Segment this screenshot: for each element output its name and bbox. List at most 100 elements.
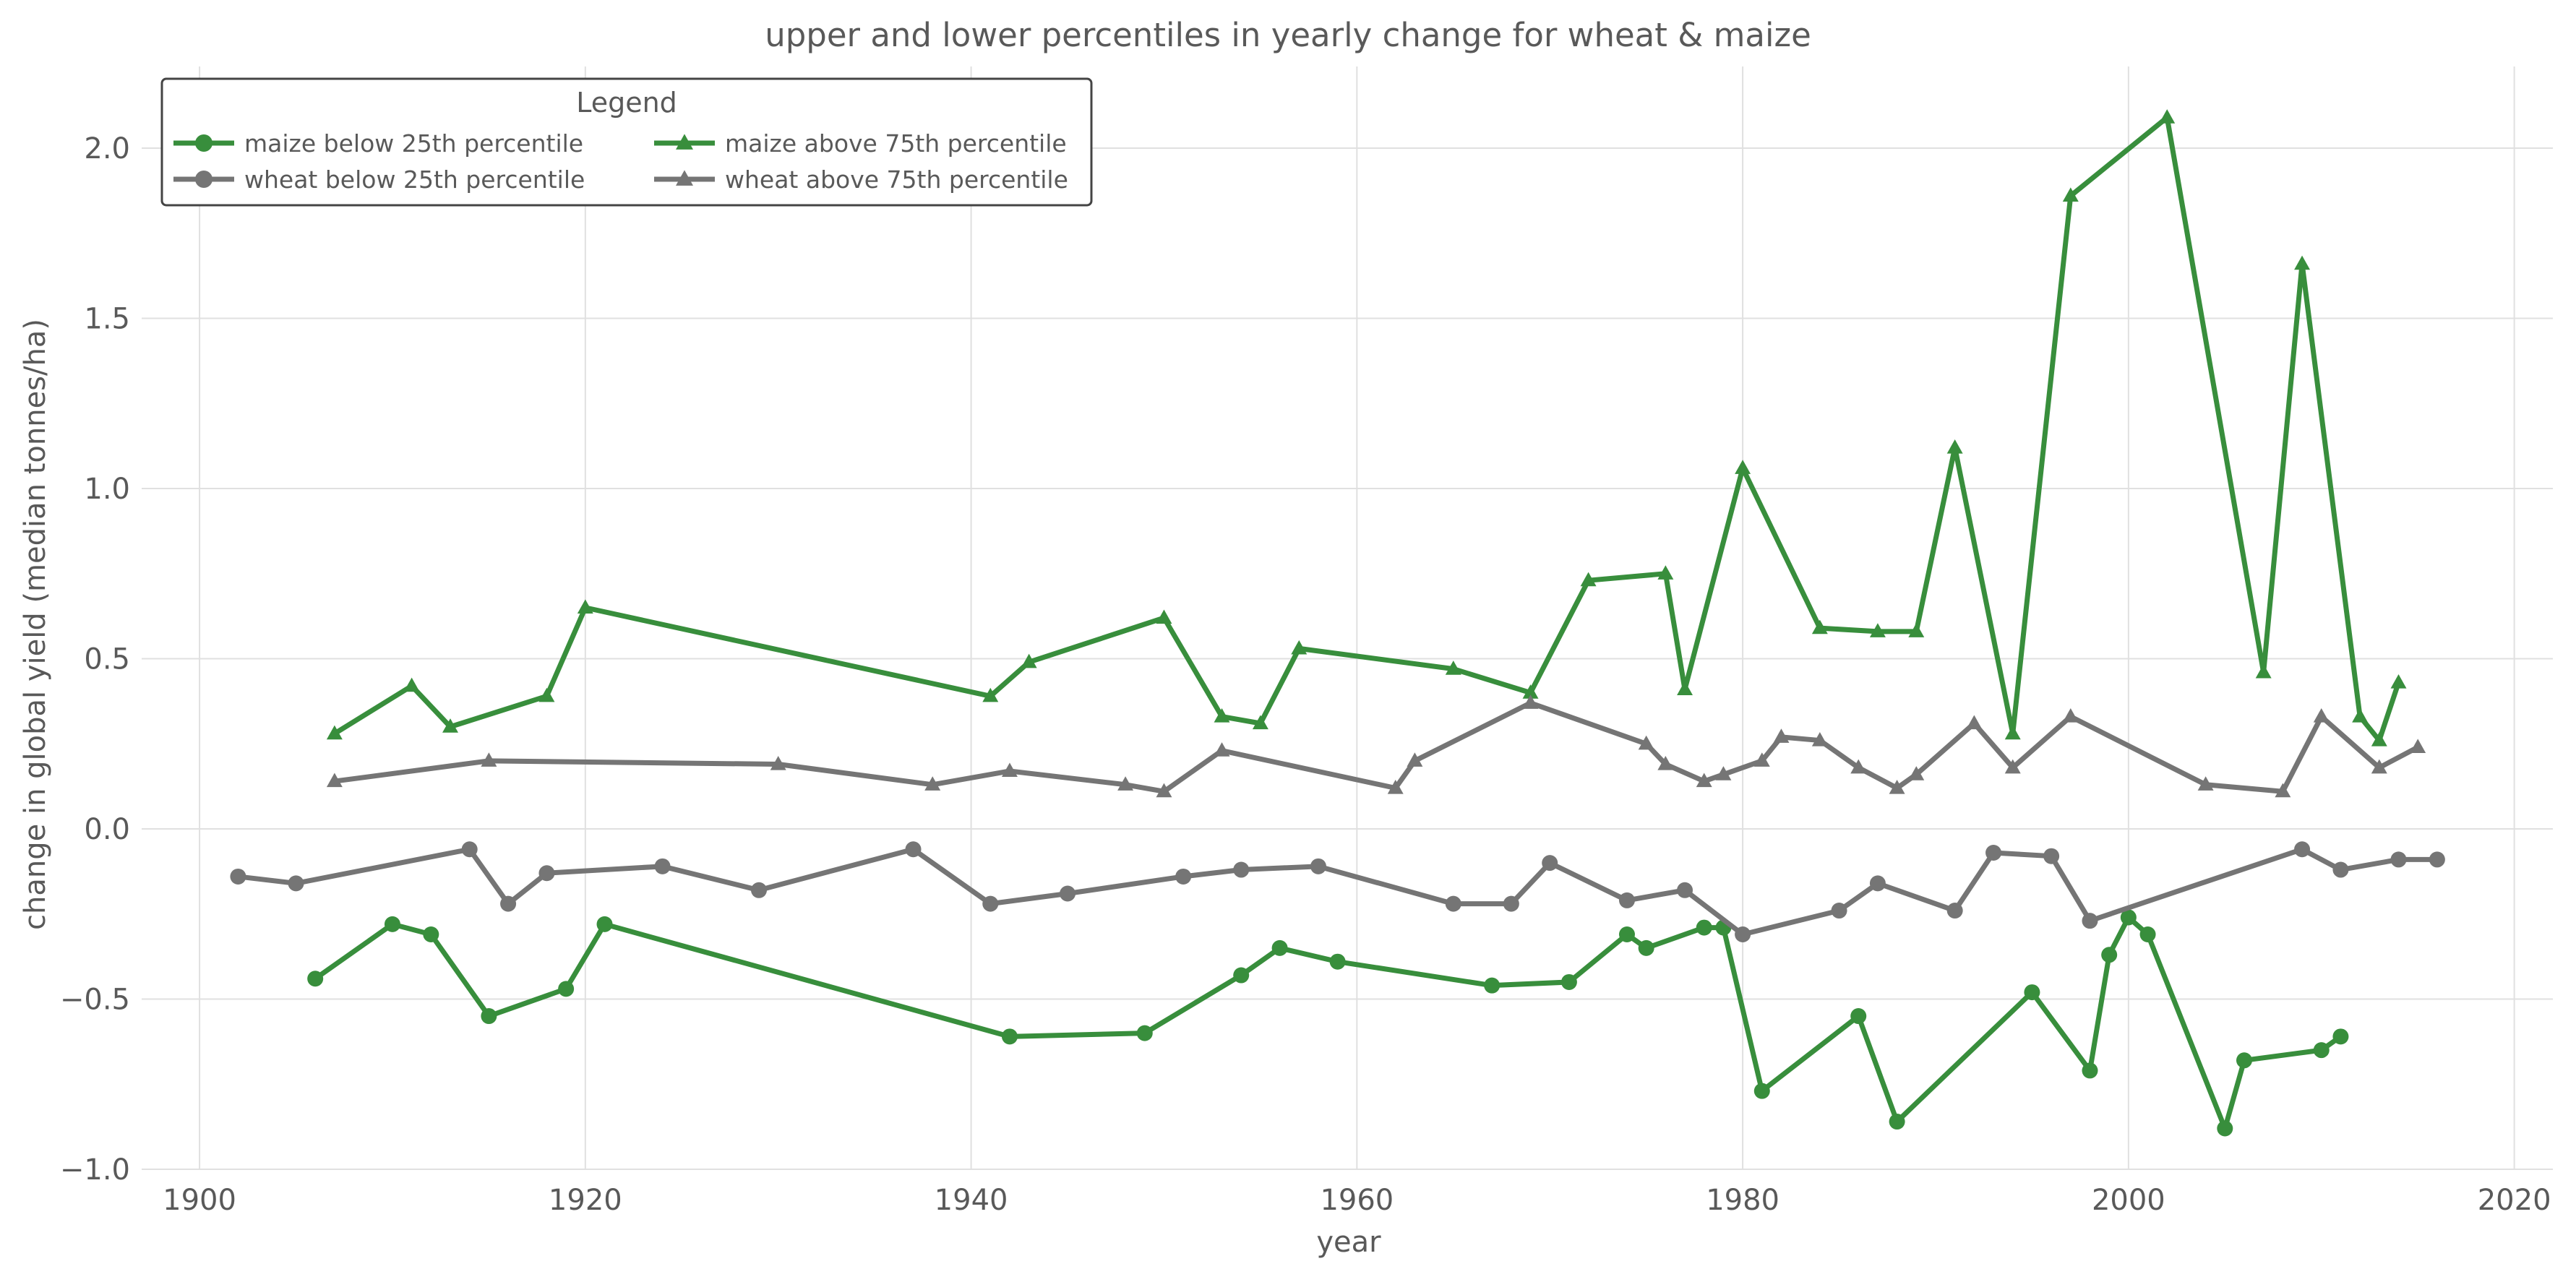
data-point [461,841,478,858]
legend-label: wheat above 75th percentile [725,165,1068,194]
series-wheat-above-75th-percentile [326,694,2426,798]
y-tick-label: 2.0 [84,132,130,165]
data-point [1387,779,1404,794]
legend-title: Legend [576,87,677,119]
data-point [2275,783,2291,798]
data-point [1522,684,1539,699]
data-point [2082,913,2098,929]
legend-label: maize above 75th percentile [725,129,1067,158]
legend-swatch-marker [676,170,693,186]
data-point [1696,919,1712,936]
series-line [332,700,2421,794]
legend-item: wheat above 75th percentile [654,165,1068,194]
data-point [1811,619,1828,634]
legend-item: wheat below 25th percentile [173,165,585,194]
data-point [1638,735,1654,750]
y-tick-label: −1.0 [60,1153,130,1187]
data-point [1560,973,1577,990]
data-point [230,868,246,885]
data-point [2004,759,2021,774]
data-point [1542,855,1558,872]
x-tick-label: 2020 [2478,1184,2551,1217]
data-point [1060,885,1076,902]
data-point [2139,926,2156,943]
x-tick-label: 1980 [1706,1184,1779,1217]
data-point [442,718,458,733]
data-point [1484,977,1500,994]
data-point [1638,939,1654,956]
data-point [2062,708,2079,723]
data-point [1329,953,1346,970]
y-tick-label: 1.5 [84,303,130,336]
data-point [403,677,420,692]
data-point [1445,895,1461,912]
data-point [2294,841,2311,858]
data-point [2371,759,2387,774]
data-point [1735,926,1751,943]
data-point [1850,1008,1867,1025]
data-point [1657,565,1674,580]
data-point [481,752,497,767]
data-point [1175,868,1192,885]
data-point [751,882,768,898]
data-point [1946,439,1963,454]
data-point [1214,708,1230,723]
data-point [326,773,343,788]
data-point [384,916,400,932]
series-wheat-below-25th-percentile [230,841,2445,943]
data-point [1966,715,1983,730]
data-point [982,895,999,912]
legend: Legend maize below 25th percentile wheat … [160,77,1093,207]
data-point [1811,732,1828,747]
data-point [1831,903,1847,919]
data-point [423,926,439,943]
data-point [2004,725,2021,740]
legend-box [160,77,1093,207]
data-point [905,841,922,858]
data-point [1233,967,1250,984]
x-tick-label: 1900 [163,1184,236,1217]
y-tick-label: 1.0 [84,473,130,506]
data-point [2371,732,2387,747]
tick-labels: 1900 1920 1940 1960 1980 2000 2020 −1.0 −0.5 0.0 0… [60,132,2551,1217]
data-series [230,109,2445,1137]
data-point [1753,1083,1770,1099]
legend-swatch-marker [195,134,212,152]
data-point [770,755,786,770]
data-point [326,725,343,740]
data-point [2217,1120,2233,1137]
data-point [1773,728,1790,743]
data-point [1696,773,1712,788]
data-point [500,895,517,912]
data-point [2313,1042,2330,1059]
chart-title: upper and lower percentiles in yearly ch… [765,16,1811,54]
data-point [1407,752,1423,767]
data-point [2429,851,2445,868]
y-tick-label: 0.0 [84,813,130,846]
legend-swatch-marker [195,171,212,188]
data-point [1869,875,1886,892]
data-point [654,858,671,874]
data-point [2043,848,2060,864]
data-point [1156,783,1172,798]
data-point [1001,1028,1018,1045]
x-tick-label: 1940 [935,1184,1008,1217]
data-point [2101,947,2118,963]
data-point [1580,572,1597,587]
series-line [312,914,2343,1131]
data-point [1715,766,1732,780]
data-point [1001,762,1018,778]
data-point [1889,779,1905,794]
data-point [1889,1114,1905,1130]
y-tick-label: −0.5 [60,984,130,1017]
data-point [288,875,304,892]
data-point [2390,674,2407,689]
data-point [1850,759,1867,774]
data-point [1021,653,1037,668]
data-point [2332,1028,2349,1045]
data-point [2159,109,2176,124]
data-point [982,687,999,702]
data-point [1503,895,1519,912]
grid-lines [142,66,2553,1170]
x-tick-label: 1920 [549,1184,622,1217]
